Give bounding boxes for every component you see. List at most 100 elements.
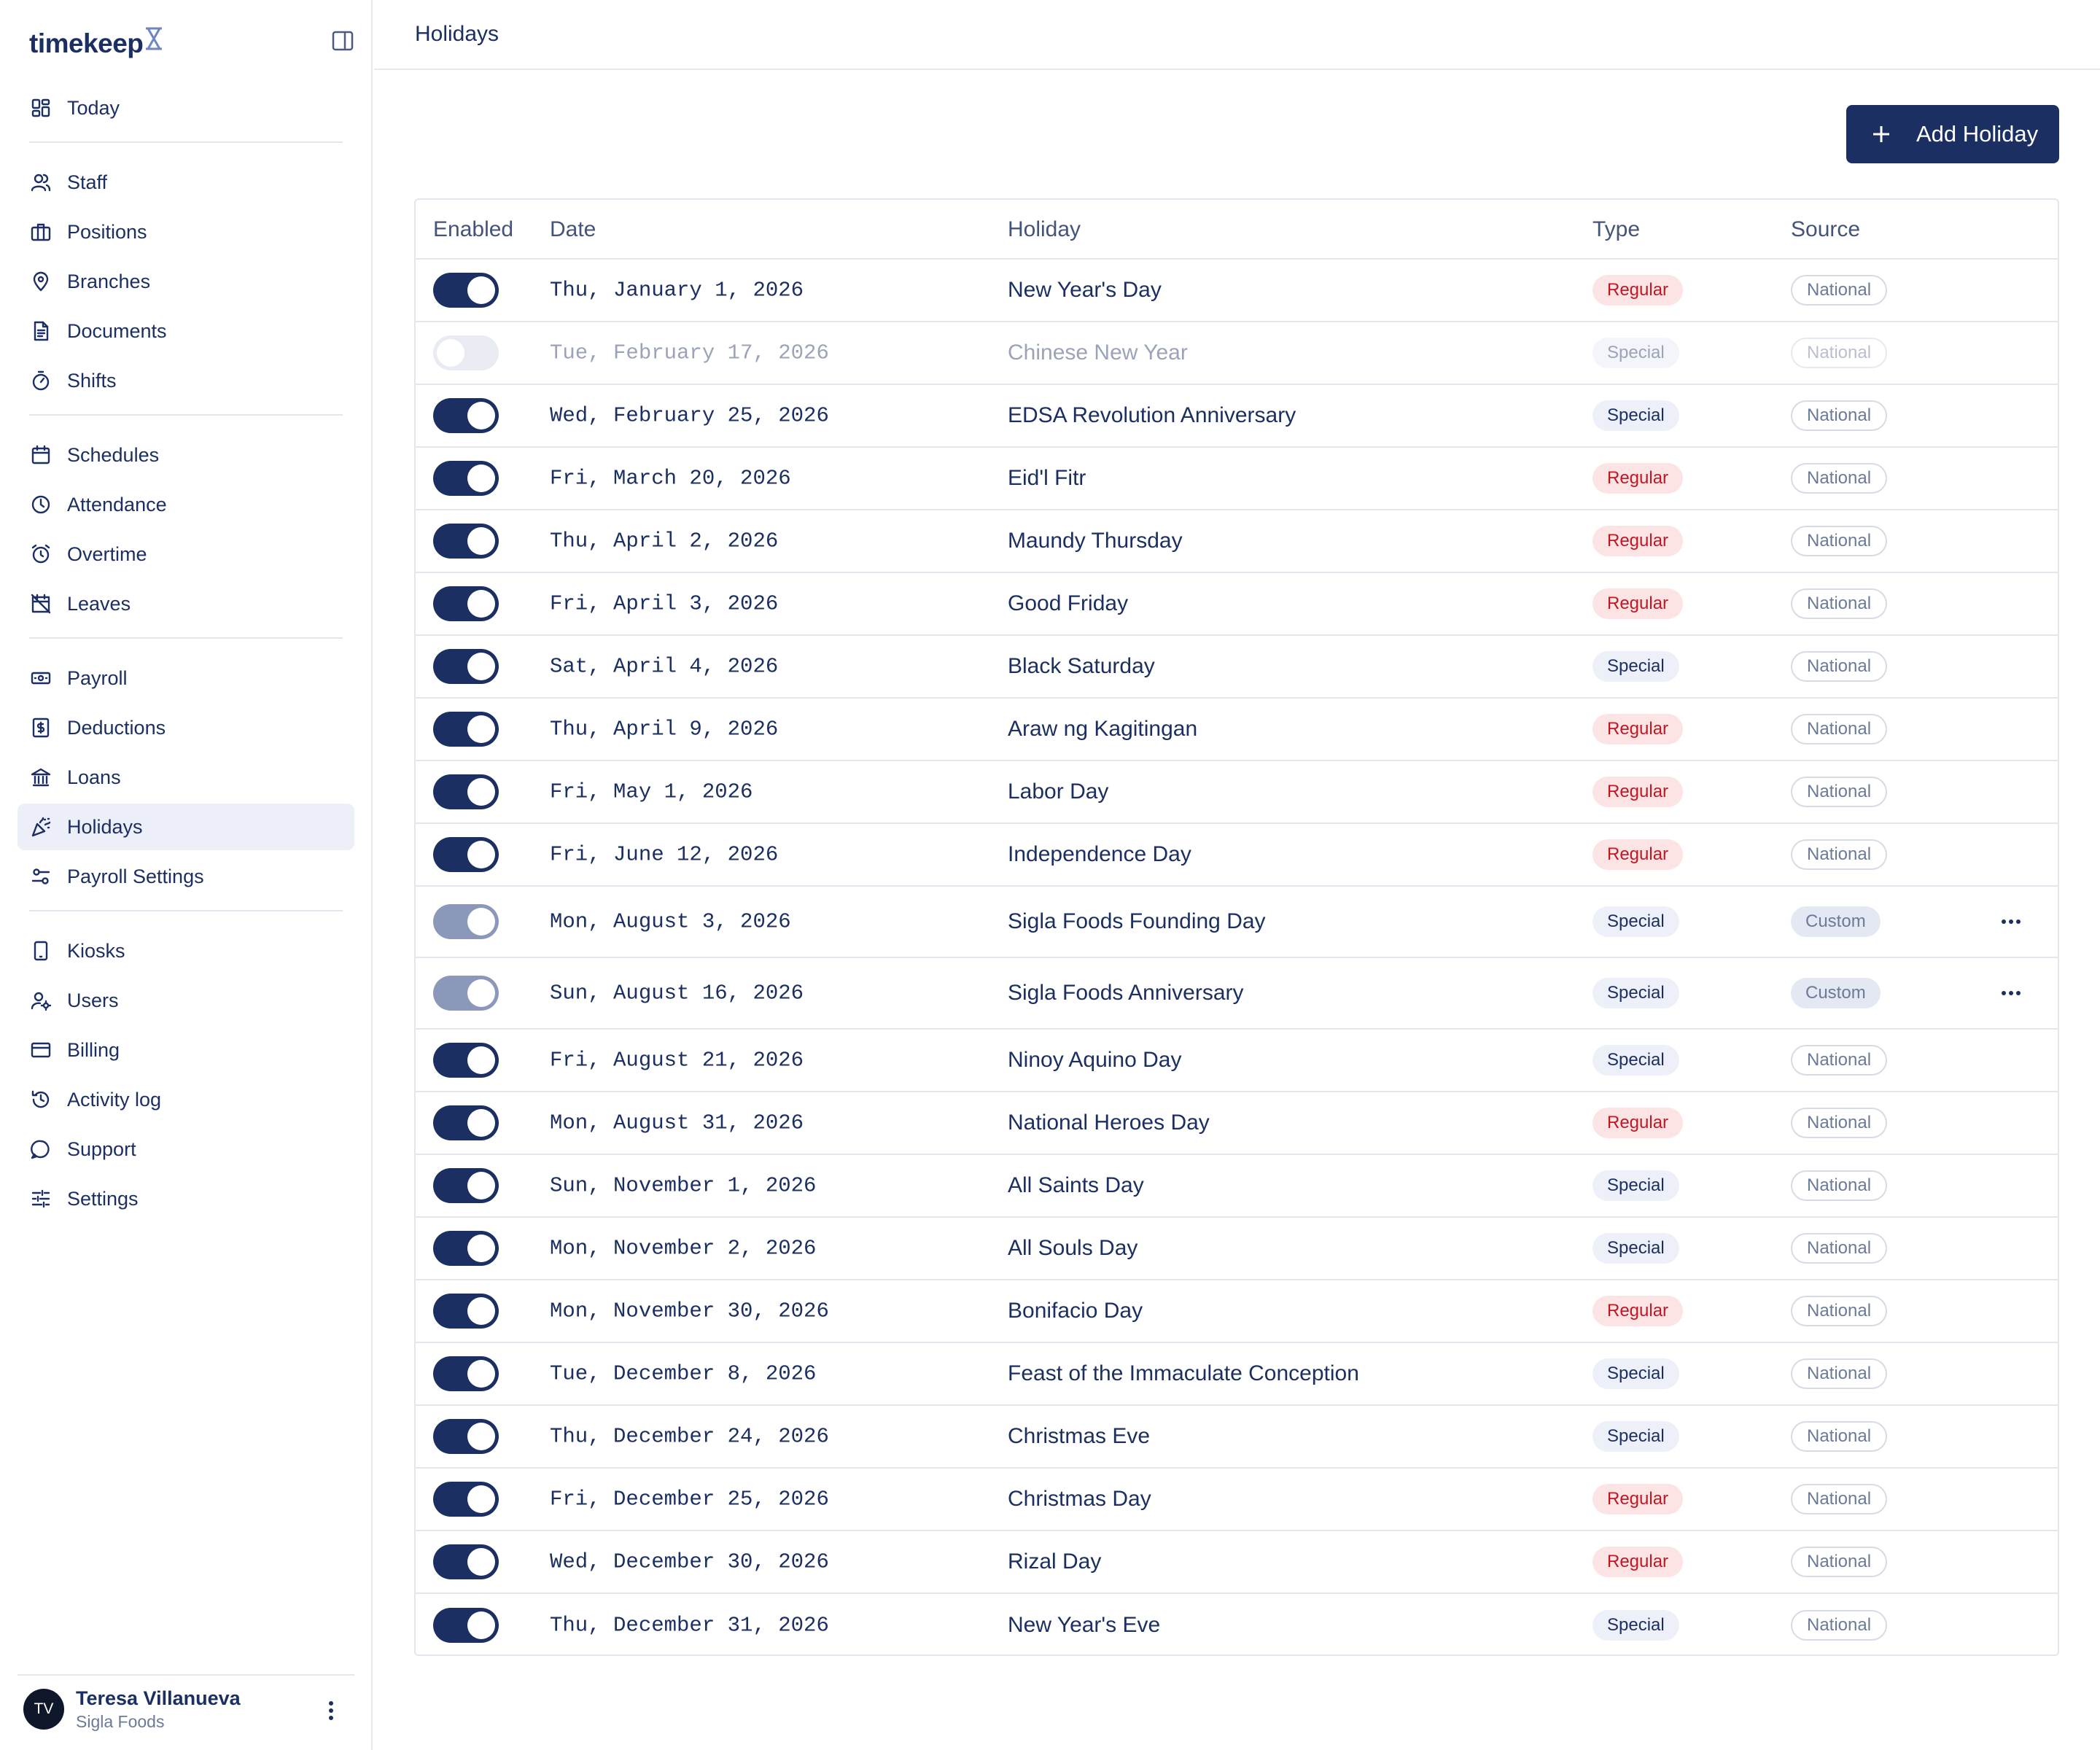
sidebar-item-overtime[interactable]: Overtime [18,531,354,578]
enabled-toggle[interactable] [433,273,499,308]
timer-icon [29,369,52,392]
user-name: Teresa Villanueva [76,1687,241,1709]
sidebar-item-label: Leaves [67,592,131,615]
table-row: Thu, April 2, 2026 Maundy Thursday Regular… [416,510,2058,573]
calendar-icon [29,443,52,467]
enabled-toggle[interactable] [433,1356,499,1391]
column-header-holiday: Holiday [1008,217,1081,241]
sidebar-item-label: Holidays [67,815,143,838]
enabled-toggle[interactable] [433,398,499,433]
row-actions-button[interactable] [1996,979,2026,1008]
enabled-toggle[interactable] [433,904,499,939]
enabled-toggle[interactable] [433,461,499,496]
source-badge: National [1791,651,1888,682]
table-row: Sun, August 16, 2026 Sigla Foods Annivers… [416,958,2058,1030]
type-badge-label: Special [1592,906,1679,937]
enabled-toggle[interactable] [433,1168,499,1203]
holiday-date: Mon, November 30, 2026 [550,1299,829,1323]
enabled-toggle[interactable] [433,976,499,1011]
enabled-toggle[interactable] [433,712,499,747]
sidebar-item-schedules[interactable]: Schedules [18,432,354,478]
sidebar-item-branches[interactable]: Branches [18,258,354,305]
type-badge-label: Regular [1592,588,1684,619]
source-badge-label: National [1791,338,1888,368]
table-row: Fri, August 21, 2026 Ninoy Aquino Day Spec… [416,1030,2058,1092]
sidebar-item-billing[interactable]: Billing [18,1027,354,1073]
table-header: Enabled Date Holiday Type Source [416,200,2058,260]
enabled-toggle[interactable] [433,1608,499,1643]
sidebar-item-activity-log[interactable]: Activity log [18,1076,354,1123]
row-actions-button[interactable] [1996,907,2026,936]
type-badge: Regular [1592,839,1684,870]
enabled-toggle[interactable] [433,1544,499,1579]
type-badge: Regular [1592,1108,1684,1138]
type-badge-label: Regular [1592,839,1684,870]
holiday-date: Thu, April 9, 2026 [550,717,779,742]
column-header-source: Source [1791,217,1861,241]
enabled-toggle[interactable] [433,837,499,872]
briefcase-icon [29,220,52,244]
column-header-type: Type [1592,217,1641,241]
type-badge: Regular [1592,526,1684,556]
table-row: Wed, December 30, 2026 Rizal Day Regular Na… [416,1531,2058,1594]
enabled-toggle[interactable] [433,586,499,621]
enabled-toggle[interactable] [433,774,499,809]
table-row: Fri, December 25, 2026 Christmas Day Regul… [416,1469,2058,1531]
sidebar-item-shifts[interactable]: Shifts [18,357,354,404]
sidebar-item-positions[interactable]: Positions [18,209,354,255]
user-profile[interactable]: TV Teresa Villanueva Sigla Foods [18,1674,354,1738]
sidebar-item-leaves[interactable]: Leaves [18,580,354,627]
source-badge: National [1791,839,1888,870]
enabled-toggle[interactable] [433,1482,499,1517]
holiday-date: Wed, December 30, 2026 [550,1549,829,1574]
enabled-toggle[interactable] [433,649,499,684]
sidebar-item-payroll[interactable]: Payroll [18,655,354,701]
sidebar-item-settings[interactable]: Settings [18,1175,354,1222]
app-logo[interactable]: timekeep [29,22,163,66]
holiday-date: Mon, August 3, 2026 [550,909,791,934]
sidebar-item-holidays[interactable]: Holidays [18,804,354,850]
enabled-toggle[interactable] [433,1231,499,1266]
enabled-toggle[interactable] [433,1419,499,1454]
holiday-date: Tue, February 17, 2026 [550,341,829,365]
sidebar-item-staff[interactable]: Staff [18,159,354,206]
enabled-toggle[interactable] [433,1105,499,1140]
sidebar-item-documents[interactable]: Documents [18,308,354,354]
sidebar-item-label: Attendance [67,493,167,516]
enabled-toggle[interactable] [433,335,499,370]
holiday-name: Rizal Day [1008,1549,1102,1574]
sidebar-item-loans[interactable]: Loans [18,754,354,801]
sidebar-collapse-button[interactable] [328,28,357,54]
enabled-toggle[interactable] [433,1294,499,1329]
holiday-name: Christmas Eve [1008,1424,1151,1448]
source-badge-label: National [1791,526,1888,556]
source-badge: National [1791,777,1888,807]
add-holiday-button[interactable]: Add Holiday [1846,105,2059,163]
type-badge-label: Special [1592,1421,1679,1452]
user-menu-button[interactable] [319,1696,343,1725]
sidebar-item-support[interactable]: Support [18,1126,354,1172]
enabled-toggle[interactable] [433,524,499,559]
source-badge-label: National [1791,1610,1888,1641]
holiday-name: Araw ng Kagitingan [1008,717,1198,741]
sidebar-item-attendance[interactable]: Attendance [18,481,354,528]
source-badge-label: National [1791,1170,1888,1201]
sidebar-item-kiosks[interactable]: Kiosks [18,928,354,974]
type-badge: Special [1592,1358,1679,1389]
holiday-date: Thu, April 2, 2026 [550,529,779,553]
sidebar-item-label: Loans [67,766,121,788]
sidebar-item-deductions[interactable]: Deductions [18,704,354,751]
enabled-toggle[interactable] [433,1043,499,1078]
type-badge-label: Special [1592,1233,1679,1264]
type-badge-label: Special [1592,978,1679,1008]
sidebar-divider [29,414,343,416]
source-badge: National [1791,588,1888,619]
holiday-date: Sun, August 16, 2026 [550,981,804,1006]
sidebar-item-today[interactable]: Today [18,85,354,131]
source-badge: Custom [1791,978,1881,1008]
sidebar-item-payroll-settings[interactable]: Payroll Settings [18,853,354,900]
party-icon [29,815,52,839]
sidebar-item-users[interactable]: Users [18,977,354,1024]
holiday-date: Fri, April 3, 2026 [550,591,779,616]
table-body: Thu, January 1, 2026 New Year's Day Regula… [416,260,2058,1654]
